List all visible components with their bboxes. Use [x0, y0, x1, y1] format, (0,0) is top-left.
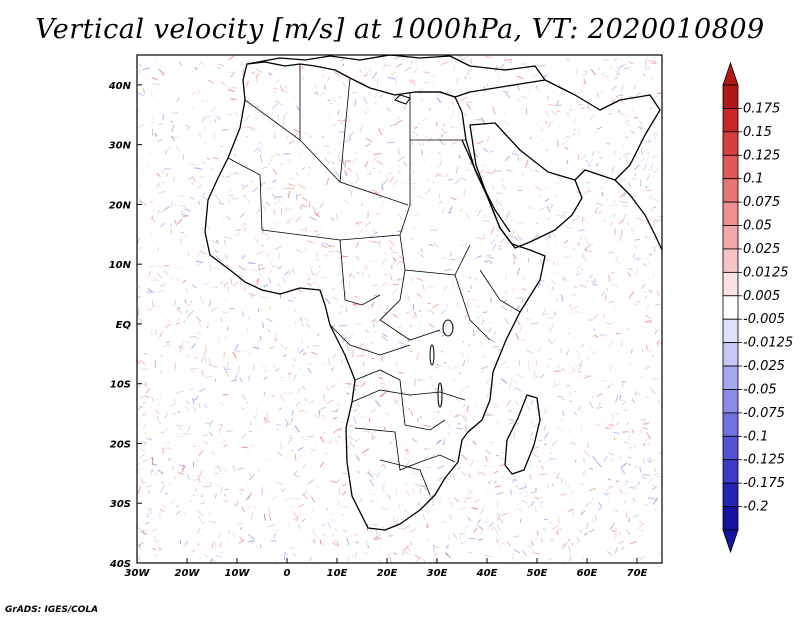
colorbar-swatch [722, 318, 739, 344]
vertical-velocity-field [137, 55, 662, 563]
y-tick-label: 30S [110, 499, 131, 510]
y-tick-label: EQ [116, 320, 132, 331]
credit-text: GrADS: IGES/COLA [5, 605, 99, 615]
x-tick-label: 30E [427, 568, 448, 579]
colorbar-label: 0.0125 [743, 265, 789, 280]
x-tick-label: 50E [527, 568, 548, 579]
x-tick-label: 10E [327, 568, 348, 579]
x-tick-label: 20E [377, 568, 398, 579]
colorbar-label: -0.125 [743, 453, 785, 468]
colorbar-swatch [722, 154, 739, 180]
colorbar-swatch [722, 412, 739, 437]
coastline [204, 55, 662, 531]
y-tick-label: 30N [109, 141, 132, 152]
axes: 30W 20W 10W 0 10E 20E 30E 40E 50E 60E 70E 40N 30N 20N… [108, 81, 648, 579]
x-tick-label: 60E [577, 568, 598, 579]
country-borders [227, 64, 521, 496]
colorbar-label: -0.2 [743, 500, 768, 515]
y-tick-label: 10N [109, 260, 132, 271]
colorbar: 0.175 0.15 0.125 0.1 0.075 0.05 0.025 0.0125 0.0… [722, 61, 793, 554]
colorbar-swatch [722, 225, 739, 250]
colorbar-label: 0.025 [743, 242, 780, 257]
colorbar-swatch [722, 178, 739, 203]
colorbar-swatch [722, 482, 739, 507]
colorbar-label: -0.025 [743, 359, 785, 374]
colorbar-swatch [722, 131, 739, 156]
colorbar-swatch [722, 342, 739, 367]
colorbar-swatch [722, 271, 739, 297]
colorbar-swatch [722, 201, 739, 226]
map-title: Vertical velocity [m/s] at 1000hPa, VT: … [35, 14, 765, 45]
colorbar-swatch [722, 435, 739, 461]
colorbar-label: 0.125 [743, 148, 780, 163]
colorbar-label: 0.1 [743, 172, 764, 187]
x-tick-label: 10W [225, 568, 251, 579]
y-tick-label: 40N [108, 81, 132, 92]
x-tick-label: 40E [476, 568, 498, 579]
colorbar-top-arrow [722, 61, 739, 86]
colorbar-label: -0.005 [743, 312, 785, 327]
colorbar-label: 0.05 [743, 219, 772, 234]
colorbar-label: 0.005 [743, 289, 780, 304]
x-tick-label: 0 [284, 568, 291, 579]
y-tick-label: 20N [109, 200, 132, 211]
colorbar-swatch [722, 248, 739, 273]
colorbar-swatch [722, 84, 739, 109]
colorbar-swatch [722, 108, 739, 133]
colorbar-swatch [722, 506, 739, 531]
colorbar-label: 0.075 [743, 195, 780, 210]
colorbar-label: -0.0125 [743, 336, 793, 351]
colorbar-swatch [722, 295, 739, 320]
x-tick-label: 70E [627, 568, 648, 579]
y-tick-label: 20S [110, 439, 131, 450]
plot-frame [136, 54, 663, 564]
lakes [394, 94, 454, 408]
x-tick-label: 20W [175, 568, 201, 579]
y-tick-label: 10S [110, 380, 131, 391]
colorbar-swatch [722, 365, 739, 390]
colorbar-label: 0.15 [743, 125, 772, 140]
colorbar-bottom-arrow [722, 529, 739, 554]
colorbar-swatch [722, 389, 739, 414]
colorbar-swatch [722, 459, 739, 484]
y-tick-label: 40S [109, 559, 131, 570]
x-tick-label: 30W [125, 568, 151, 579]
colorbar-label: -0.175 [743, 476, 785, 491]
colorbar-label: -0.075 [743, 406, 785, 421]
colorbar-label: -0.05 [743, 382, 777, 397]
colorbar-label: 0.175 [743, 101, 780, 116]
colorbar-label: -0.1 [743, 429, 768, 444]
